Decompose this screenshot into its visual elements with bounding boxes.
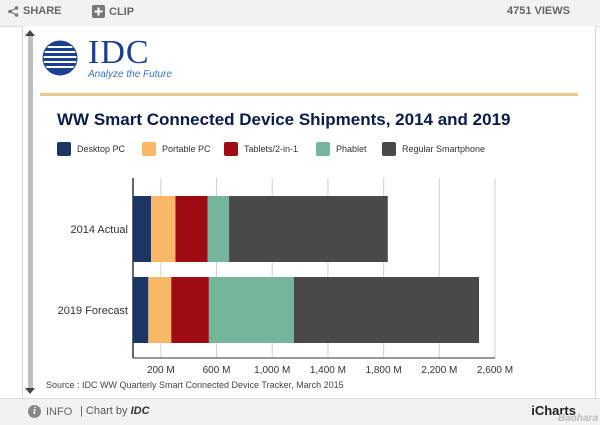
legend-item-desktop-pc[interactable]: Desktop PC <box>57 142 125 156</box>
watermark: Baohara <box>557 413 598 424</box>
x-tick-label: 200 M <box>147 365 175 376</box>
x-tick-label: 2,600 M <box>477 365 513 376</box>
legend-label: Phablet <box>336 144 367 154</box>
scroll-down-icon[interactable] <box>25 388 35 394</box>
info-icon: i <box>28 405 41 418</box>
idc-globe-icon <box>42 40 82 76</box>
chart-by-prefix: | Chart by <box>80 405 128 417</box>
bar-segment <box>175 196 208 262</box>
bar-segment <box>133 277 149 343</box>
bottom-toolbar: i INFO | Chart by IDC iCharts Baohara <box>0 398 600 425</box>
legend-swatch <box>316 142 330 156</box>
legend-swatch <box>57 142 71 156</box>
share-icon <box>8 5 19 17</box>
header-divider <box>40 93 578 96</box>
clip-button[interactable]: CLIP <box>92 5 134 18</box>
tagline: Analyze the Future <box>88 69 172 80</box>
scrollbar[interactable] <box>25 30 35 394</box>
bar-segment <box>151 196 176 262</box>
x-tick-label: 2,200 M <box>421 365 457 376</box>
chart-source: Source : IDC WW Quarterly Smart Connecte… <box>46 380 344 390</box>
share-label: SHARE <box>23 5 62 17</box>
y-category-label: 2019 Forecast <box>58 305 128 317</box>
legend-item-phablet[interactable]: Phablet <box>316 142 367 156</box>
y-category-label: 2014 Actual <box>71 224 129 236</box>
x-tick-label: 600 M <box>203 365 231 376</box>
chart-by-credit: | Chart by IDC <box>80 405 150 417</box>
share-button[interactable]: SHARE <box>8 5 62 17</box>
bar-segment <box>293 277 479 343</box>
legend-label: Portable PC <box>162 144 211 154</box>
bar-segment <box>148 277 172 343</box>
views-count: 4751 VIEWS <box>507 5 570 17</box>
legend-item-regular-smartphone[interactable]: Regular Smartphone <box>382 142 485 156</box>
x-tick-label: 1,800 M <box>366 365 402 376</box>
legend-label: Regular Smartphone <box>402 144 486 154</box>
bar-segment <box>229 196 388 262</box>
top-toolbar: SHARE CLIP 4751 VIEWS <box>0 0 600 27</box>
legend-item-portable-pc[interactable]: Portable PC <box>142 142 211 156</box>
legend-swatch <box>382 142 396 156</box>
icharts-logo[interactable]: iCharts <box>531 403 576 418</box>
scroll-up-icon[interactable] <box>25 30 35 36</box>
legend-label: Desktop PC <box>77 144 126 154</box>
info-button[interactable]: i INFO <box>28 405 72 418</box>
chart-title: WW Smart Connected Device Shipments, 201… <box>57 110 511 129</box>
legend-label: Tablets/2-in-1 <box>244 144 299 154</box>
chart-by-name: IDC <box>130 405 150 417</box>
bar-segment <box>171 277 209 343</box>
legend-swatch <box>224 142 238 156</box>
clip-label: CLIP <box>109 5 135 18</box>
legend-swatch <box>142 142 156 156</box>
x-tick-label: 1,000 M <box>254 365 290 376</box>
bar-segment <box>133 196 152 262</box>
info-label: INFO <box>46 405 73 418</box>
x-tick-label: 1,400 M <box>310 365 346 376</box>
idc-logo: IDC <box>88 34 150 71</box>
bar-segment <box>207 196 230 262</box>
bar-segment <box>208 277 294 343</box>
plus-icon <box>92 5 105 18</box>
legend-item-tablets[interactable]: Tablets/2-in-1 <box>224 142 298 156</box>
